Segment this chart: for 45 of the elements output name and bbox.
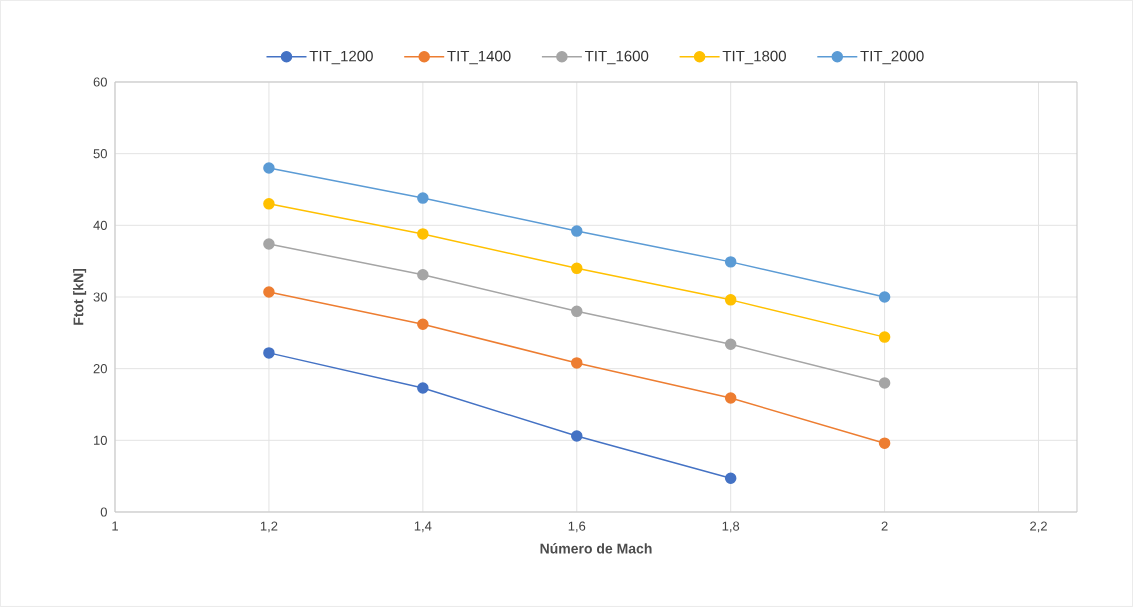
point xyxy=(417,382,429,394)
point xyxy=(571,305,583,318)
y-axis-title: Ftot [kN] xyxy=(73,269,87,325)
y-tick-label: 10 xyxy=(94,435,107,445)
point xyxy=(263,286,275,298)
point xyxy=(724,472,737,485)
point xyxy=(571,262,583,275)
x-tick-label: 1,8 xyxy=(722,521,740,533)
point xyxy=(571,357,583,369)
y-tick-label: 30 xyxy=(93,292,107,302)
legend-label: TIT_1400 xyxy=(447,50,511,65)
y-tick-label: 20 xyxy=(93,364,107,374)
point xyxy=(417,192,429,204)
point xyxy=(263,162,275,174)
point xyxy=(417,269,429,281)
point xyxy=(263,238,275,250)
point xyxy=(263,347,275,359)
legend-label: TIT_1600 xyxy=(584,50,649,65)
x-tick-label: 1 xyxy=(112,521,118,531)
point xyxy=(878,437,891,449)
y-tick-label: 40 xyxy=(93,220,107,230)
point xyxy=(878,377,891,389)
point xyxy=(263,198,275,210)
legend-label: TIT_1800 xyxy=(722,50,786,65)
point xyxy=(878,291,891,303)
point xyxy=(724,256,737,268)
legend-label: TIT_2000 xyxy=(860,50,924,65)
point xyxy=(724,294,737,306)
x-tick-label: 2,2 xyxy=(1030,521,1047,533)
x-axis-title: Número de Mach xyxy=(540,543,652,554)
point xyxy=(878,331,891,343)
legend-label: TIT_1200 xyxy=(309,50,373,65)
point xyxy=(417,228,429,240)
y-tick-label: 60 xyxy=(93,77,107,87)
x-tick-label: 1,4 xyxy=(414,521,432,533)
y-tick-label: 50 xyxy=(93,149,107,159)
point xyxy=(417,318,429,330)
point xyxy=(571,225,583,237)
x-tick-label: 1,2 xyxy=(260,521,278,533)
point xyxy=(724,392,737,404)
point xyxy=(571,430,583,442)
point xyxy=(724,338,737,351)
x-tick-label: 2 xyxy=(881,521,888,531)
y-tick-label: 0 xyxy=(100,507,107,517)
x-tick-label: 1,6 xyxy=(568,521,586,533)
